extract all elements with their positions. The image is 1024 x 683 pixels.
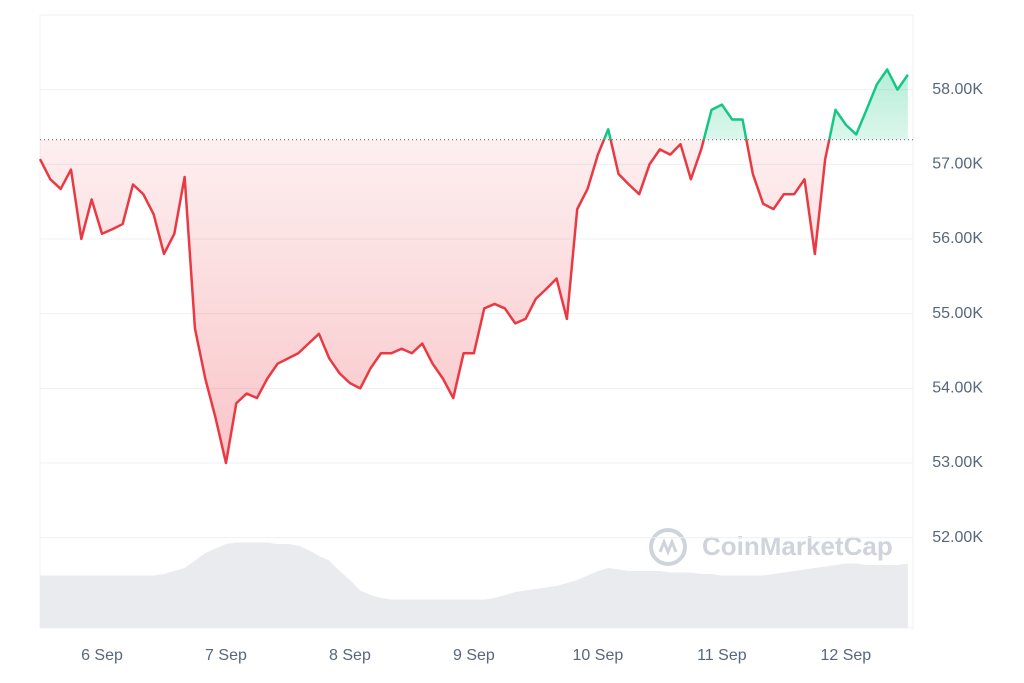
watermark-logo <box>649 528 687 566</box>
price-area <box>40 69 908 463</box>
price-line <box>38 68 909 465</box>
watermark: CoinMarketCap <box>702 531 893 561</box>
y-tick-label: 52.00K <box>932 529 983 546</box>
x-tick-label: 6 Sep <box>81 647 123 664</box>
x-tick-label: 10 Sep <box>573 647 624 664</box>
y-tick-label: 56.00K <box>932 230 983 247</box>
y-tick-label: 53.00K <box>932 454 983 471</box>
y-tick-label: 57.00K <box>932 156 983 173</box>
x-tick-label: 7 Sep <box>205 647 247 664</box>
x-tick-label: 9 Sep <box>453 647 495 664</box>
x-tick-label: 12 Sep <box>820 647 871 664</box>
x-tick-label: 11 Sep <box>697 647 747 664</box>
y-tick-label: 58.00K <box>932 81 983 98</box>
y-tick-label: 54.00K <box>932 380 983 397</box>
volume-area <box>40 542 908 628</box>
y-tick-label: 55.00K <box>932 305 983 322</box>
x-tick-label: 8 Sep <box>329 647 371 664</box>
